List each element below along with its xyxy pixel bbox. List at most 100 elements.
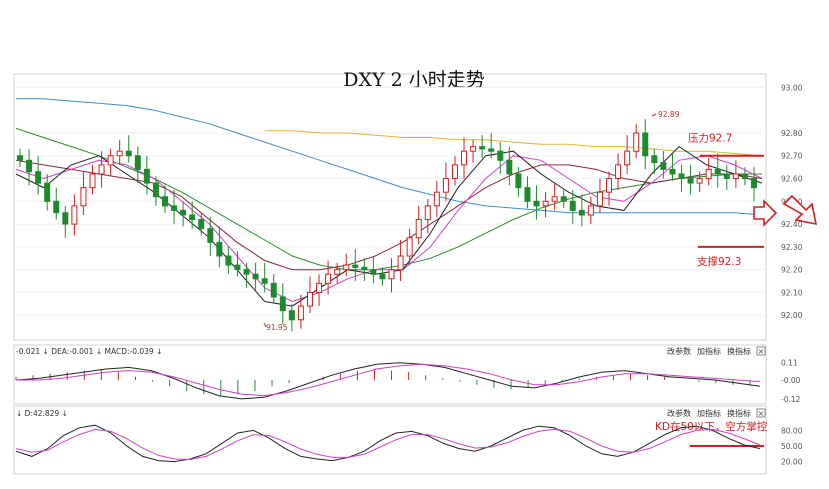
moving-average-line: [264, 130, 763, 157]
candle-body: [451, 164, 458, 180]
candle-body: [89, 173, 96, 189]
candle-body: [488, 148, 495, 152]
candle-body: [325, 273, 332, 284]
macd-indicator-label: -0.021 ↓ DEA:-0.001 ↓ MACD:-0.039 ↓: [16, 347, 162, 356]
candle-body: [596, 191, 603, 207]
candle-body: [442, 178, 449, 193]
candle-body: [560, 196, 567, 202]
candle-body: [125, 150, 132, 157]
macd-y-tick-label: -0.12: [781, 395, 801, 404]
y-tick-label: 92.00: [781, 311, 803, 320]
macd-add-indicator-button[interactable]: 加指标: [697, 346, 721, 356]
candle-body: [306, 291, 313, 307]
moving-average-line: [15, 145, 763, 307]
low-price-label: 91.95: [266, 323, 288, 332]
kd-add-indicator-button[interactable]: 加指标: [697, 408, 721, 418]
macd-y-tick-label: 0.11: [781, 359, 798, 368]
candles: [17, 119, 757, 332]
candle-body: [297, 305, 304, 321]
candle-body: [171, 205, 178, 211]
candle-body: [587, 205, 594, 216]
candle-body: [569, 200, 576, 211]
candle-body: [152, 182, 159, 198]
candle-body: [705, 168, 712, 180]
kd-switch-indicator-button[interactable]: 换指标: [727, 408, 751, 418]
candle-body: [26, 159, 33, 173]
candle-body: [207, 228, 214, 243]
kd-close-button[interactable]: [756, 408, 766, 418]
candle-body: [71, 205, 78, 225]
kd-y-ticks: 80.00 50.00 20.00: [781, 426, 803, 466]
macd-dea-line: [16, 363, 761, 397]
candle-body: [352, 264, 359, 268]
y-tick-label: 92.60: [781, 175, 803, 184]
candle-body: [741, 173, 748, 180]
high-pointer: [651, 113, 657, 117]
y-tick-label: 92.30: [781, 243, 803, 252]
candle-body: [62, 212, 69, 225]
candle-body: [44, 182, 51, 202]
macd-histogram: [15, 369, 751, 396]
candle-body: [642, 132, 649, 157]
candle-body: [624, 150, 631, 166]
resistance-label: 压力92.7: [688, 132, 732, 145]
candle-body: [696, 178, 703, 184]
macd-params-button[interactable]: 改参数: [667, 346, 691, 356]
kd-params-button[interactable]: 改参数: [667, 408, 691, 418]
candle-body: [424, 205, 431, 221]
candle-body: [714, 168, 721, 175]
candle-body: [660, 162, 667, 170]
candle-body: [288, 310, 295, 321]
kd-panel-frame: [13, 405, 767, 475]
candle-body: [433, 191, 440, 207]
candle-body: [279, 296, 286, 312]
candle-body: [180, 209, 187, 216]
candle-body: [161, 196, 168, 207]
y-tick-label: 92.40: [781, 220, 803, 229]
candle-body: [678, 173, 685, 180]
candle-body: [343, 264, 350, 271]
candle-body: [479, 146, 486, 150]
candle-body: [361, 266, 368, 271]
macd-switch-indicator-button[interactable]: 换指标: [727, 346, 751, 356]
y-tick-label: 92.10: [781, 288, 803, 297]
moving-average-line: [15, 127, 762, 271]
candle-body: [98, 164, 105, 175]
candle-body: [80, 187, 87, 207]
kd-close-icon: ×: [758, 409, 765, 418]
support-label: 支撑92.3: [697, 255, 741, 268]
y-tick-label: 92.70: [781, 152, 803, 161]
candle-body: [198, 219, 205, 230]
macd-close-icon: ×: [758, 347, 765, 356]
candle-body: [542, 200, 549, 207]
candle-body: [261, 278, 268, 284]
candle-body: [388, 269, 395, 280]
candle-body: [723, 173, 730, 180]
candle-body: [270, 282, 277, 298]
candle-body: [751, 178, 757, 189]
candle-body: [397, 255, 404, 271]
candle-body: [143, 168, 150, 184]
candle-body: [524, 187, 531, 202]
candle-body: [379, 273, 386, 280]
arrow-down-right-icon: [782, 194, 818, 226]
candle-body: [252, 273, 259, 280]
candle-body: [515, 173, 522, 189]
candle-body: [669, 168, 676, 175]
kd-annotation: KD在50以下，空方掌控: [655, 420, 768, 433]
kd-y-tick-label: 80.00: [781, 426, 803, 435]
kd-indicator-label: ↓ D:42.829 ↓: [16, 409, 68, 418]
main-grid: [16, 86, 766, 316]
candle-body: [687, 178, 694, 184]
candle-body: [243, 269, 250, 275]
y-tick-label: 92.80: [781, 129, 803, 138]
macd-y-tick-label: -0.00: [781, 376, 801, 385]
candle-body: [17, 155, 23, 161]
macd-close-button[interactable]: [756, 346, 766, 356]
candle-body: [53, 200, 60, 214]
candle-body: [615, 164, 622, 180]
macd-panel-frame: [13, 344, 767, 405]
arrow-right-icon: [753, 199, 778, 227]
candle-body: [35, 171, 42, 184]
